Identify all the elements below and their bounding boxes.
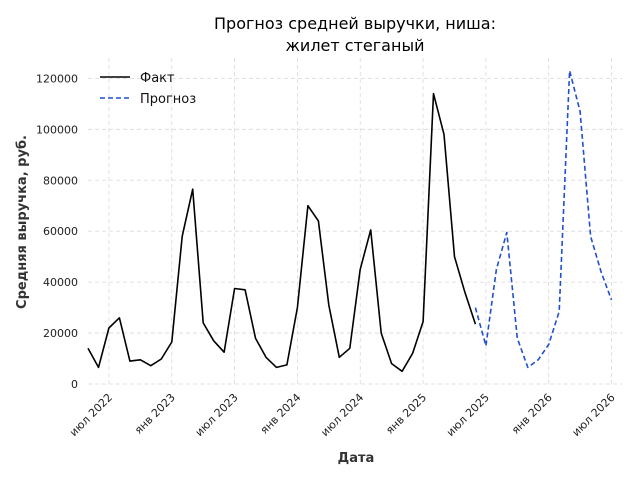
x-tick-label: янв 2024 (258, 391, 304, 437)
x-axis-label: Дата (338, 451, 375, 466)
y-tick-label: 60000 (43, 225, 78, 238)
legend: Факт Прогноз (100, 71, 196, 107)
chart-title-line-1: Прогноз средней выручки, ниша: (214, 14, 496, 33)
x-tick-label: июл 2025 (444, 391, 492, 439)
x-tick-label: июл 2024 (318, 391, 366, 439)
x-tick-label: июл 2023 (193, 391, 241, 439)
x-tick-label: июл 2026 (570, 391, 618, 439)
series-lines (87, 69, 613, 373)
x-tick-label: янв 2023 (132, 391, 178, 437)
y-axis-label: Средняя выручка, руб. (15, 135, 30, 309)
x-tick-label: янв 2025 (383, 391, 429, 437)
legend-label-forecast: Прогноз (140, 92, 196, 107)
y-tick-label: 0 (71, 378, 78, 391)
x-tick-label: июл 2022 (67, 391, 115, 439)
y-tick-label: 20000 (43, 327, 78, 340)
y-tick-label: 40000 (43, 276, 78, 289)
chart-title-line-2: жилет стеганый (286, 36, 425, 55)
series-line-fact (87, 92, 477, 373)
y-tick-label: 120000 (36, 72, 78, 85)
series-line-forecast (474, 69, 613, 369)
y-tick-label: 80000 (43, 174, 78, 187)
x-tick-label: янв 2026 (509, 391, 555, 437)
y-tick-label: 100000 (36, 123, 78, 136)
grid (88, 58, 622, 385)
legend-label-fact: Факт (140, 71, 175, 86)
